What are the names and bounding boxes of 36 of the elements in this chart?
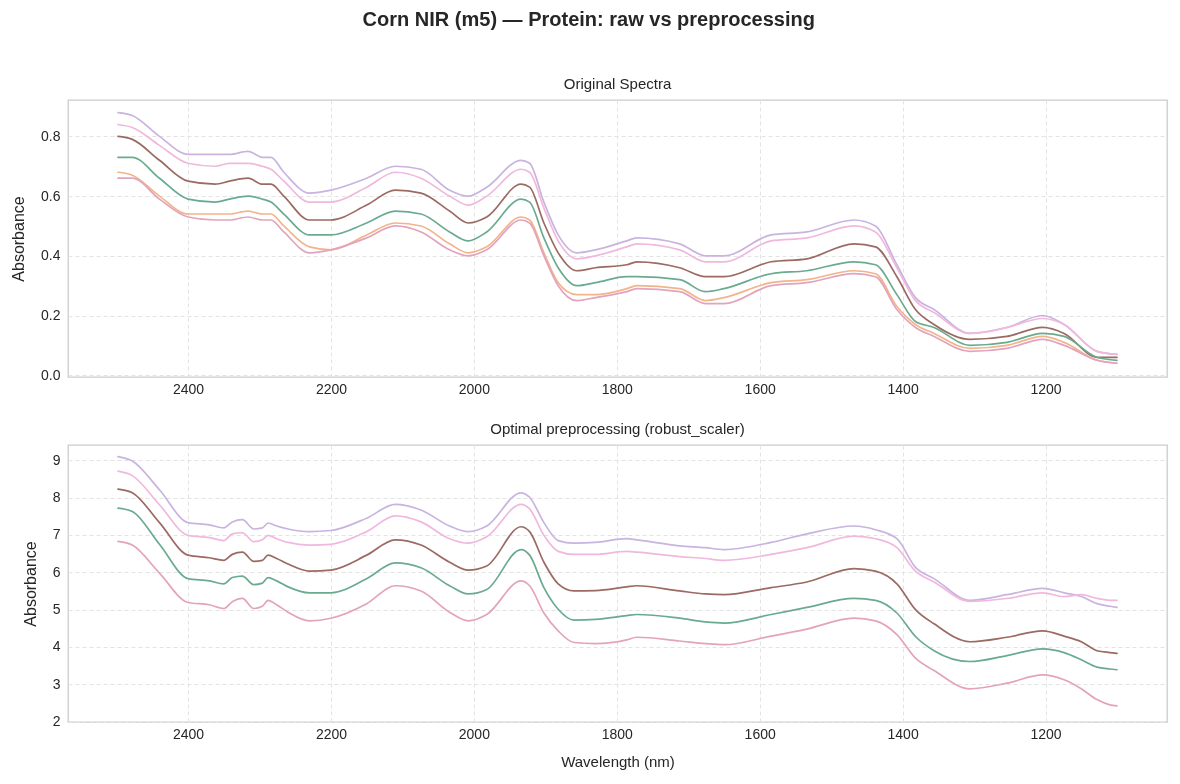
x-tick-label: 1200 [1030,380,1062,397]
line-series [117,540,1118,707]
y-tick-label: 4 [52,638,61,655]
y-tick-label: 0.8 [41,127,61,144]
y-tick-label: 5 [52,601,61,618]
chart-title: Optimal preprocessing (robust_scaler) [490,420,745,437]
line-series [117,507,1118,671]
y-tick-label: 0.2 [41,307,61,324]
x-tick-label: 1600 [744,725,776,742]
x-tick-label: 2400 [172,380,205,397]
x-tick-label: 1800 [601,725,634,742]
x-tick-label: 2400 [172,725,205,742]
y-tick-label: 0.6 [41,187,61,204]
chart-title: Corn NIR (m5) — Protein: raw vs preprocessing [362,8,815,31]
y-tick-label: 9 [52,451,61,468]
y-tick-label: 3 [52,675,61,692]
y-tick-label: 7 [52,526,61,543]
y-tick-label: 0.0 [41,366,61,383]
y-tick-label: 0.4 [41,247,61,264]
x-tick-label: 1200 [1030,725,1062,742]
x-tick-label: 2200 [315,380,348,397]
x-tick-label: 2200 [315,725,348,742]
x-tick-label: 2000 [458,380,491,397]
chart-subtitle: Original Spectra [563,75,672,92]
x-tick-label: 1400 [887,725,919,742]
x-tick-label: 1600 [744,380,776,397]
x-axis-title: Wavelength (nm) [561,752,675,770]
x-tick-label: 1800 [601,380,634,397]
x-tick-label: 1400 [887,380,919,397]
x-tick-label: 2000 [458,725,491,742]
y-tick-label: 8 [52,489,61,506]
y-tick-label: 6 [52,563,61,580]
y-tick-label: 2 [52,713,61,730]
y-axis-title: Absorbance [10,196,28,282]
line-series [117,488,1118,655]
y-axis-title: Absorbance [21,541,39,627]
